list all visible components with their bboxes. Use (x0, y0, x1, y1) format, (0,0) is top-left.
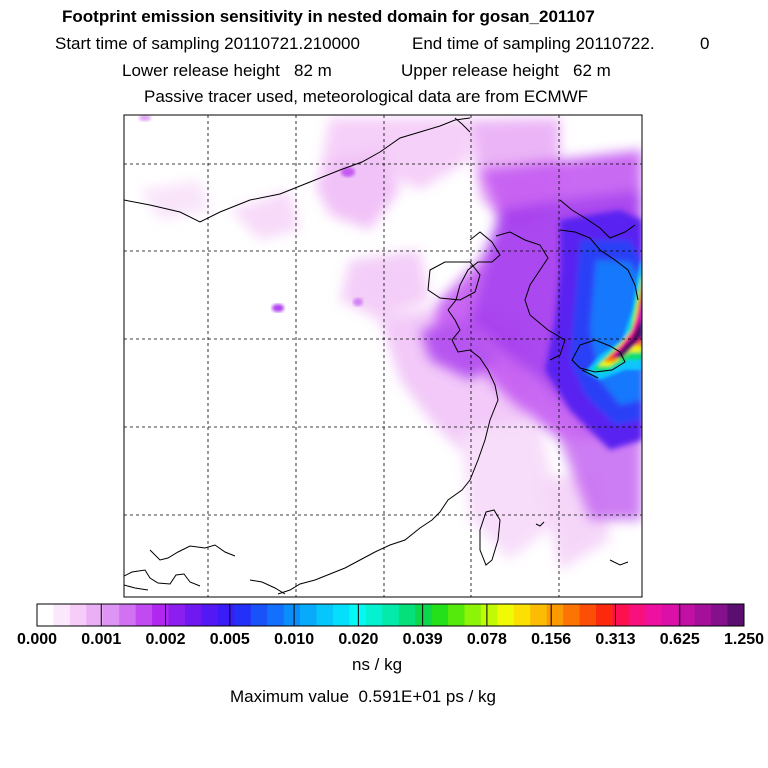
upper-release-height-label: Upper release height 62 m (401, 61, 611, 80)
start-time-label: Start time of sampling 20110721.210000 (55, 34, 360, 53)
lower-release-height-label: Lower release height 82 m (122, 61, 332, 80)
legend-swatch (579, 604, 597, 626)
legend-swatch (152, 604, 170, 626)
legend-swatch (37, 604, 54, 626)
legend-tick-label: 1.250 (724, 631, 764, 648)
legend-swatch (119, 604, 137, 626)
legend-swatch (415, 604, 433, 626)
legend-swatch (300, 604, 318, 626)
legend-swatch (135, 604, 153, 626)
legend-swatch (480, 604, 498, 626)
legend-tick-label: 0.001 (81, 631, 121, 648)
sensitivity-field (139, 115, 642, 570)
legend-swatch (332, 604, 350, 626)
legend-tick-label: 0.156 (531, 631, 571, 648)
legend-tick-label: 0.039 (403, 631, 443, 648)
legend-swatch (69, 604, 87, 626)
legend-swatch (448, 604, 465, 626)
legend-swatch (316, 604, 334, 626)
legend-tick-label: 0.313 (595, 631, 635, 648)
legend-swatch (53, 604, 71, 626)
maximum-value-label: Maximum value 0.591E+01 ps / kg (230, 687, 496, 706)
legend-swatch (86, 604, 104, 626)
legend-swatch (365, 604, 383, 626)
legend-swatch (596, 604, 613, 626)
end-time-suffix: 0 (700, 34, 710, 53)
legend-swatch (431, 604, 449, 626)
legend-swatch (382, 604, 400, 626)
map-frame (123, 114, 643, 598)
coastlines (124, 117, 639, 595)
graticule (124, 115, 642, 597)
legend-swatch (184, 604, 202, 626)
legend-swatch (513, 604, 531, 626)
legend-swatch (201, 604, 219, 626)
legend-swatch (563, 604, 581, 626)
tracer-note: Passive tracer used, meteorological data… (144, 87, 589, 106)
legend-swatch (267, 604, 285, 626)
legend-swatch (628, 604, 646, 626)
legend-swatch (464, 604, 482, 626)
legend-swatch (217, 604, 235, 626)
legend-swatch (678, 604, 696, 626)
legend-swatch (168, 604, 186, 626)
legend-tick-label: 0.002 (146, 631, 186, 648)
legend-swatch (102, 604, 120, 626)
legend-swatch (661, 604, 679, 626)
legend-swatch (234, 604, 252, 626)
legend-tick-label: 0.000 (17, 631, 57, 648)
legend-swatch (546, 604, 564, 626)
legend-swatch (711, 604, 729, 626)
legend-tick-label: 0.020 (338, 631, 378, 648)
legend-swatch (250, 604, 268, 626)
chart-title: Footprint emission sensitivity in nested… (62, 7, 595, 26)
legend-tick-label: 0.005 (210, 631, 250, 648)
legend-swatch (283, 604, 301, 626)
legend-swatch (530, 604, 548, 626)
legend-swatch (612, 604, 630, 626)
legend-swatch (727, 604, 745, 626)
legend-tick-label: 0.625 (660, 631, 700, 648)
legend-swatch (694, 604, 712, 626)
legend-swatch (645, 604, 663, 626)
legend-swatch (497, 604, 515, 626)
legend-tick-label: 0.010 (274, 631, 314, 648)
legend-units: ns / kg (352, 655, 403, 674)
legend-swatch (398, 604, 416, 626)
end-time-label: End time of sampling 20110722. (412, 34, 655, 53)
legend-tick-label: 0.078 (467, 631, 507, 648)
